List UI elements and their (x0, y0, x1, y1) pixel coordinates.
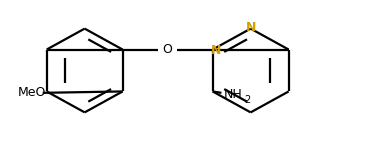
Text: 2: 2 (245, 95, 251, 105)
Text: N: N (246, 21, 256, 34)
Text: N: N (211, 44, 222, 57)
Text: MeO: MeO (18, 86, 46, 99)
Text: O: O (163, 43, 173, 56)
Text: NH: NH (223, 88, 242, 101)
